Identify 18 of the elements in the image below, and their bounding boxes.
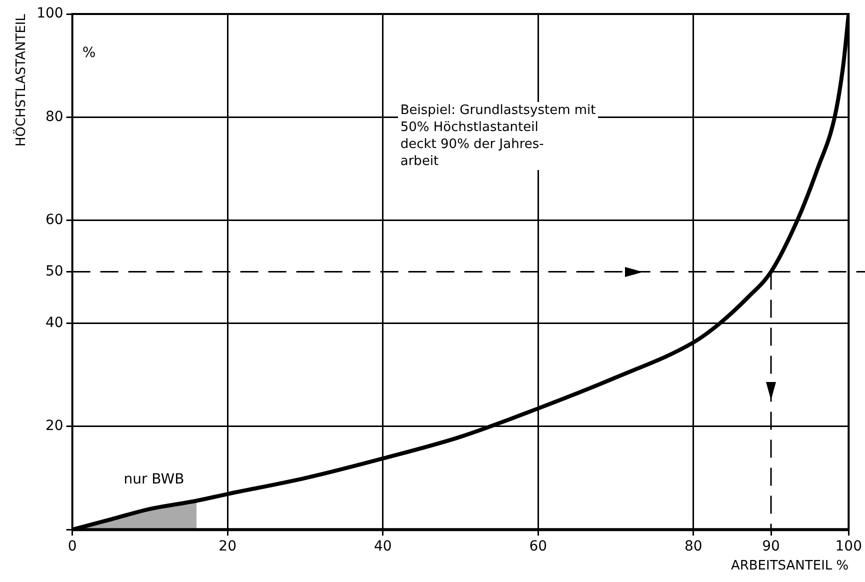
y-tick-label: 100 bbox=[36, 6, 64, 22]
y-axis-title: HÖCHSTLASTANTEIL bbox=[13, 13, 30, 147]
x-tick-label: 60 bbox=[529, 538, 548, 555]
annotation: % bbox=[80, 44, 98, 62]
x-tick-label: 0 bbox=[68, 538, 77, 555]
series-label: nur BWB bbox=[124, 472, 184, 488]
y-tick-label: 20 bbox=[45, 418, 64, 434]
x-tick-label: 20 bbox=[218, 538, 236, 555]
x-tick-label: 90 bbox=[762, 538, 780, 555]
x-tick-label: 40 bbox=[374, 538, 392, 555]
x-tick-label: 100 bbox=[835, 538, 862, 555]
y-tick-label: 40 bbox=[45, 315, 64, 331]
y-tick-label: 50 bbox=[45, 263, 64, 280]
y-tick-label: 60 bbox=[45, 212, 64, 228]
x-tick-label: 80 bbox=[684, 538, 702, 555]
annotation: Beispiel: Grundlastsystem mit 50% Höchstlastanteil deckt 90% der Jahres- arbeit bbox=[398, 102, 598, 170]
x-axis-title: ARBEITSANTEIL % bbox=[730, 558, 849, 574]
y-tick-label: 80 bbox=[45, 108, 64, 125]
